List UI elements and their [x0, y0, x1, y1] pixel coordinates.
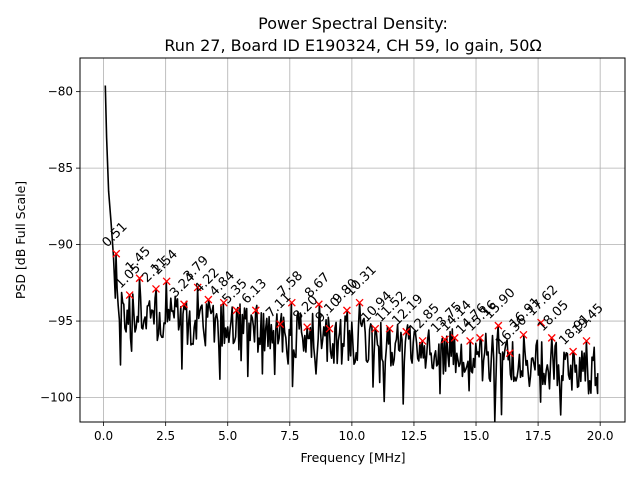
peak-marker	[466, 336, 475, 345]
peak-marker-stroke	[582, 336, 591, 345]
y-tick-label: −85	[48, 161, 73, 175]
x-tick-label: 2.5	[156, 429, 175, 443]
x-tick-label: 10.0	[339, 429, 366, 443]
peak-marker-stroke	[204, 295, 213, 304]
y-tick-label: −90	[48, 238, 73, 252]
y-tick-label: −100	[40, 391, 73, 405]
peak-marker	[494, 321, 503, 330]
peak-marker-stroke	[180, 300, 188, 309]
peak-marker-stroke	[494, 321, 503, 330]
peak-marker-stroke	[276, 320, 285, 329]
x-tick-label: 12.5	[401, 429, 428, 443]
y-tick-label: −95	[48, 314, 73, 328]
chart-subtitle: Run 27, Board ID E190324, CH 59, lo gain…	[164, 36, 541, 55]
peak-marker	[385, 324, 394, 333]
peak-marker-stroke	[450, 333, 459, 342]
peak-marker-stroke	[287, 298, 296, 307]
peak-marker-stroke	[193, 283, 202, 292]
peak-marker	[505, 349, 514, 358]
peak-marker-stroke	[152, 284, 160, 293]
peak-marker-stroke	[569, 347, 578, 356]
x-tick-label: 20.0	[587, 429, 614, 443]
peak-marker	[547, 333, 556, 342]
peak-marker-stroke	[355, 298, 364, 307]
peak-marker-stroke	[418, 336, 427, 345]
x-axis-label: Frequency [MHz]	[300, 450, 405, 465]
peak-marker	[162, 277, 171, 286]
peak-marker	[325, 324, 334, 333]
peak-marker-stroke	[402, 327, 411, 336]
y-tick-label: −80	[48, 85, 73, 99]
psd-line	[104, 85, 599, 422]
peak-marker-stroke	[466, 336, 475, 345]
peak-marker	[519, 330, 528, 339]
peak-marker	[193, 283, 202, 292]
peak-marker	[276, 320, 285, 329]
y-axis-label: PSD [dB Full Scale]	[13, 181, 28, 299]
peak-marker	[251, 306, 260, 315]
x-tick-label: 0.0	[94, 429, 113, 443]
x-axis-ticks: 0.0 2.5 5.0 7.5 10.0 12.5 15.0 17.5 20.0	[94, 422, 614, 443]
peak-markers	[112, 249, 591, 358]
peak-marker-stroke	[371, 324, 380, 333]
peak-marker	[476, 333, 484, 342]
peak-marker-stroke	[125, 291, 134, 300]
peak-marker	[287, 298, 296, 307]
peak-marker-stroke	[537, 318, 546, 327]
peak-marker	[569, 347, 578, 356]
peak-marker-stroke	[342, 306, 351, 315]
peak-marker-stroke	[251, 306, 260, 315]
grid	[80, 58, 625, 422]
peak-marker	[342, 306, 351, 315]
peak-marker	[135, 274, 144, 283]
peak-marker	[204, 295, 213, 304]
peak-marker	[152, 284, 160, 293]
chart-title: Power Spectral Density:	[258, 14, 448, 33]
peak-marker-stroke	[476, 333, 484, 342]
series-group	[104, 85, 599, 422]
peak-marker	[371, 324, 380, 333]
peak-marker-stroke	[135, 274, 144, 283]
peak-marker	[402, 327, 411, 336]
peak-marker-stroke	[547, 333, 556, 342]
peak-marker	[232, 306, 241, 315]
y-axis-ticks: −80 −85 −90 −95 −100	[40, 85, 80, 405]
peak-marker	[441, 335, 449, 344]
peak-marker	[355, 298, 364, 307]
peak-label: 7.58	[275, 268, 306, 299]
peak-marker	[180, 300, 188, 309]
peak-marker	[450, 333, 459, 342]
peak-marker-stroke	[505, 349, 514, 358]
peak-marker-stroke	[303, 323, 312, 332]
peak-marker	[582, 336, 591, 345]
peak-marker-stroke	[112, 249, 121, 258]
peak-marker	[112, 249, 121, 258]
peak-label: 8.67	[302, 270, 333, 301]
peak-marker-stroke	[325, 324, 334, 333]
peak-labels: 0.511.051.452.112.543.243.794.224.845.35…	[99, 220, 606, 350]
peak-label: 0.51	[99, 220, 130, 251]
peak-marker-stroke	[441, 335, 449, 344]
peak-marker-stroke	[232, 306, 241, 315]
peak-marker	[125, 291, 134, 300]
peak-marker-stroke	[385, 324, 394, 333]
peak-marker	[537, 318, 546, 327]
peak-marker	[219, 298, 228, 307]
x-tick-label: 17.5	[525, 429, 552, 443]
plot-frame	[79, 57, 626, 423]
peak-marker-stroke	[219, 298, 228, 307]
peak-marker-stroke	[519, 330, 528, 339]
peak-marker	[303, 323, 312, 332]
peak-marker-stroke	[314, 300, 323, 309]
peak-marker-stroke	[162, 277, 171, 286]
peak-marker	[418, 336, 427, 345]
x-tick-label: 7.5	[280, 429, 299, 443]
x-tick-label: 5.0	[218, 429, 237, 443]
x-tick-label: 15.0	[463, 429, 490, 443]
peak-marker	[314, 300, 323, 309]
